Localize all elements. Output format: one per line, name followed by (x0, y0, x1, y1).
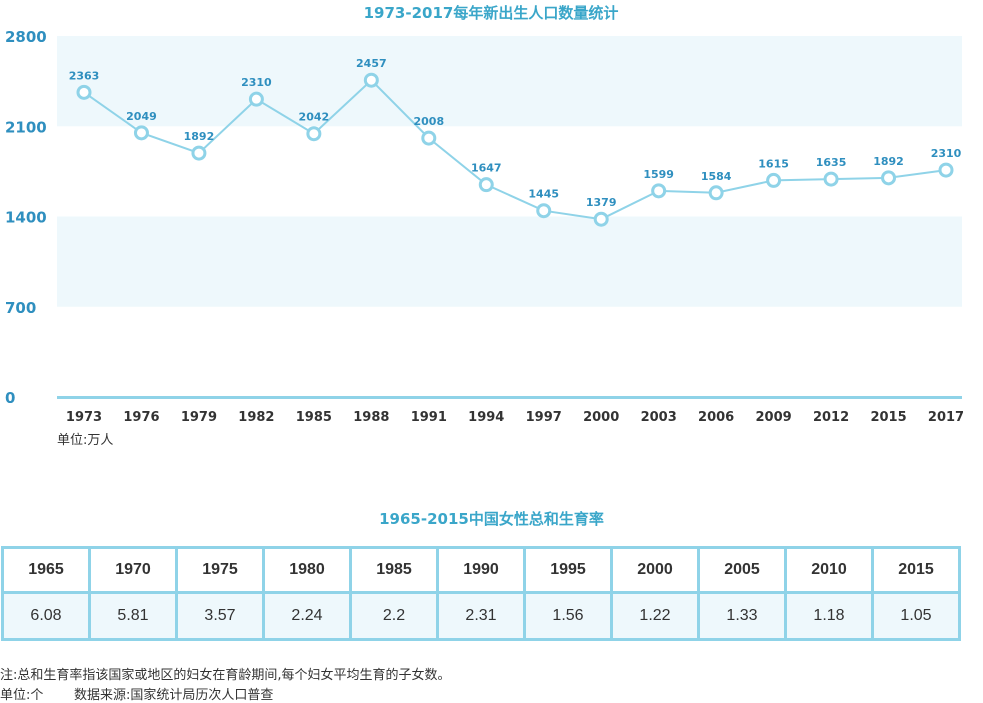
table-rate-cell: 1.22 (610, 591, 700, 641)
table-year-cell: 1980 (262, 546, 352, 594)
data-point (421, 130, 437, 146)
x-tick-label: 1997 (526, 410, 562, 425)
x-tick-label: 1976 (123, 410, 159, 425)
data-point (133, 125, 149, 141)
table-rate-cell: 5.81 (88, 591, 178, 641)
x-tick-label: 2015 (870, 410, 906, 425)
table-rate-cell: 2.31 (436, 591, 526, 641)
data-point (191, 145, 207, 161)
table-header-row: 1965 1970 1975 1980 1985 1990 1995 2000 2005 2010… (1, 546, 961, 594)
source-note: 数据来源:国家统计局历次人口普查 (74, 688, 274, 703)
data-label: 1647 (471, 162, 502, 175)
data-label: 1892 (873, 155, 904, 168)
data-point (766, 172, 782, 188)
data-label: 1635 (816, 156, 847, 169)
table-year-cell: 1995 (523, 546, 613, 594)
x-tick-label: 1991 (411, 410, 447, 425)
table-year-cell: 2000 (610, 546, 700, 594)
series-line (83, 78, 947, 221)
x-tick-label: 1979 (181, 410, 217, 425)
data-label: 2310 (931, 147, 962, 160)
y-tick-label: 2800 (5, 28, 47, 46)
table-year-cell: 1965 (1, 546, 91, 594)
x-tick-label: 2006 (698, 410, 734, 425)
x-tick-label: 1994 (468, 410, 504, 425)
table-value-row: 6.08 5.81 3.57 2.24 2.2 2.31 1.56 1.22 1.33 1.18 1… (1, 591, 961, 641)
data-label: 1599 (643, 168, 674, 181)
x-tick-label: 1982 (238, 410, 274, 425)
data-label: 2042 (299, 111, 330, 124)
x-tick-label: 2017 (928, 410, 964, 425)
x-tick-label: 2012 (813, 410, 849, 425)
x-tick-label: 2009 (756, 410, 792, 425)
footnote: 注:总和生育率指该国家或地区的妇女在育龄期间,每个妇女平均生育的子女数。 (0, 668, 451, 683)
data-label: 1445 (528, 188, 559, 201)
table-year-cell: 1985 (349, 546, 439, 594)
data-label: 2049 (126, 110, 157, 123)
chart-unit-label: 单位:万人 (57, 433, 113, 448)
grid-band (57, 216, 962, 307)
y-tick-label: 0 (5, 389, 15, 407)
y-tick-label: 1400 (5, 209, 47, 227)
data-point (306, 126, 322, 142)
x-tick-label: 2000 (583, 410, 619, 425)
table-rate-cell: 3.57 (175, 591, 265, 641)
table-year-cell: 2005 (697, 546, 787, 594)
data-label: 1584 (701, 170, 732, 183)
table-rate-cell: 1.18 (784, 591, 874, 641)
table-year-cell: 1970 (88, 546, 178, 594)
data-point (651, 183, 667, 199)
table-year-cell: 2015 (871, 546, 961, 594)
data-point (248, 91, 264, 107)
table-title: 1965-2015中国女性总和生育率 (379, 510, 604, 528)
table-rate-cell: 2.24 (262, 591, 352, 641)
table-rate-cell: 2.2 (349, 591, 439, 641)
x-tick-label: 2003 (641, 410, 677, 425)
data-label: 1615 (758, 157, 789, 170)
data-label: 1379 (586, 196, 617, 209)
data-label: 2363 (69, 69, 100, 82)
y-tick-label: 700 (5, 299, 36, 317)
table-rate-cell: 1.33 (697, 591, 787, 641)
data-label: 2457 (356, 57, 387, 70)
table-rate-cell: 1.56 (523, 591, 613, 641)
data-label: 1892 (184, 130, 215, 143)
data-point (593, 211, 609, 227)
data-point (363, 72, 379, 88)
data-point (881, 170, 897, 186)
data-point (478, 177, 494, 193)
chart-title: 1973-2017每年新出生人口数量统计 (364, 4, 619, 22)
x-tick-label: 1988 (353, 410, 389, 425)
table-year-cell: 1990 (436, 546, 526, 594)
fertility-rate-table: 1965 1970 1975 1980 1985 1990 1995 2000 2005 2010… (1, 546, 961, 641)
data-point (76, 84, 92, 100)
data-point (938, 162, 954, 178)
data-label: 2310 (241, 76, 272, 89)
table-rate-cell: 1.05 (871, 591, 961, 641)
grid-band (57, 36, 962, 127)
y-tick-label: 2100 (5, 118, 47, 136)
x-tick-label: 1985 (296, 410, 332, 425)
data-point (823, 171, 839, 187)
data-point (536, 203, 552, 219)
x-tick-label: 1973 (66, 410, 102, 425)
table-year-cell: 2010 (784, 546, 874, 594)
table-year-cell: 1975 (175, 546, 265, 594)
unit-note: 单位:个 (0, 688, 44, 703)
data-point (708, 185, 724, 201)
birth-line-chart: 1973-2017每年新出生人口数量统计 0 700 1400 2100 2800 19… (5, 4, 964, 448)
table-rate-cell: 6.08 (1, 591, 91, 641)
data-label: 2008 (413, 115, 444, 128)
